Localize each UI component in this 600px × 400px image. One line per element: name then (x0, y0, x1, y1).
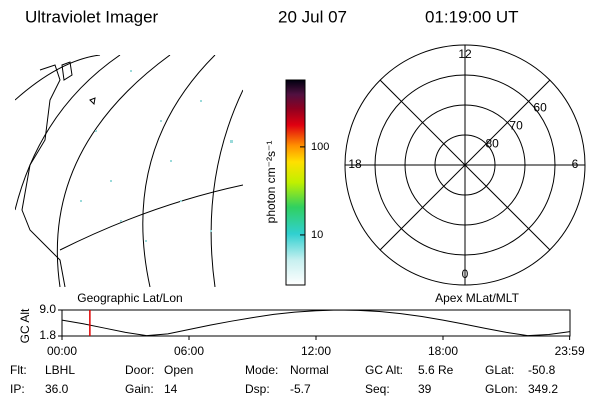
status-value: 5.6 Re (418, 363, 454, 377)
status-label: GLon: (485, 382, 518, 396)
date: 20 Jul 07 (278, 7, 347, 26)
alt-label: GC Alt (18, 308, 32, 343)
polar-ring-label: 70 (509, 119, 523, 133)
status-label: Flt: (10, 363, 27, 377)
status-label: GLat: (485, 363, 514, 377)
speckles (80, 70, 233, 242)
colorbar-label: photon cm⁻²s⁻¹ (264, 141, 278, 224)
status-label: Seq: (365, 382, 390, 396)
status-label: Gain: (125, 382, 154, 396)
alt-xtick-label: 12:00 (301, 344, 331, 358)
polar-ring-label: 60 (533, 101, 547, 115)
alt-xtick-label: 06:00 (174, 344, 204, 358)
mlt-label: 0 (462, 267, 469, 281)
alt-frame (61, 309, 571, 337)
status-value: 14 (164, 382, 178, 396)
status-value: -5.7 (290, 382, 311, 396)
polar-ring-label: 80 (485, 137, 499, 151)
alt-xtick-label: 00:00 (47, 344, 77, 358)
status-label: Mode: (245, 363, 278, 377)
status-value: 349.2 (528, 382, 558, 396)
status-label: IP: (10, 382, 25, 396)
status-label: Dsp: (245, 382, 270, 396)
status-label: GC Alt: (365, 363, 403, 377)
status-label: Door: (125, 363, 154, 377)
status-value: Normal (290, 363, 329, 377)
alt-xtick-label: 23:59 (555, 344, 585, 358)
map-title: Geographic Lat/Lon (77, 291, 182, 305)
alt-curve (61, 309, 571, 337)
status-value: Open (164, 363, 193, 377)
time: 01:19:00 UT (425, 7, 519, 26)
alt-ytick-label: 1.8 (39, 328, 56, 342)
polar-spoke (379, 79, 551, 251)
alt-xtick-label: 18:00 (428, 344, 458, 358)
status-value: 39 (418, 382, 432, 396)
polar-ring (404, 104, 526, 226)
mlt-label: 12 (458, 47, 472, 61)
status-value: 36.0 (45, 382, 69, 396)
polar-title: Apex MLat/MLT (435, 291, 519, 305)
alt-ytick-label: 9.0 (39, 302, 56, 316)
title: Ultraviolet Imager (25, 7, 159, 26)
status-value: LBHL (45, 363, 75, 377)
colorbar-tick-label: 100 (311, 141, 329, 153)
colorbar (285, 79, 306, 286)
polar-ring (434, 134, 496, 196)
mlt-label: 6 (572, 157, 579, 171)
status-value: -50.8 (528, 363, 556, 377)
mlt-label: 18 (348, 157, 362, 171)
map (15, 55, 243, 287)
polar-ring (374, 74, 556, 256)
colorbar-tick-label: 10 (311, 229, 323, 241)
